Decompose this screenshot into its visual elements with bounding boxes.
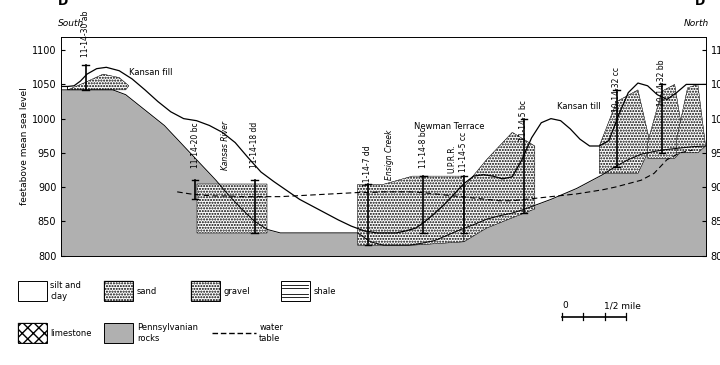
Polygon shape <box>599 90 651 173</box>
Text: limestone: limestone <box>50 328 92 338</box>
Polygon shape <box>68 74 129 90</box>
Text: gravel: gravel <box>223 287 250 296</box>
Text: 10-14-32 bb: 10-14-32 bb <box>657 60 666 106</box>
Text: D': D' <box>695 0 708 8</box>
Text: shale: shale <box>313 287 336 296</box>
Text: Kansan till: Kansan till <box>557 102 601 111</box>
Polygon shape <box>358 176 464 245</box>
Text: 11-14-5 cc: 11-14-5 cc <box>459 132 469 172</box>
Text: 11-14-5 bc: 11-14-5 bc <box>519 100 528 141</box>
Text: 0: 0 <box>562 301 568 310</box>
Text: Ensign Creek: Ensign Creek <box>385 130 395 180</box>
Text: 1/2 mile: 1/2 mile <box>604 301 642 310</box>
Polygon shape <box>677 84 706 153</box>
Text: 11-14-7 dd: 11-14-7 dd <box>364 145 372 187</box>
Polygon shape <box>197 184 267 233</box>
Y-axis label: feetabove mean sea level: feetabove mean sea level <box>20 87 29 205</box>
Text: Kansan fill: Kansan fill <box>129 68 172 77</box>
Text: Kansas River: Kansas River <box>221 121 230 170</box>
Text: U.P.R.R.: U.P.R.R. <box>448 145 457 173</box>
Text: Pennsylvanian
rocks: Pennsylvanian rocks <box>137 323 198 343</box>
Text: sand: sand <box>137 287 157 296</box>
Text: water
table: water table <box>259 323 283 343</box>
Text: North: North <box>683 19 708 28</box>
Text: South: South <box>58 19 84 28</box>
Text: 11-14-18 dd: 11-14-18 dd <box>250 122 259 168</box>
Text: 10-14-32 cc: 10-14-32 cc <box>612 67 621 112</box>
Text: 11-14-30 ab: 11-14-30 ab <box>81 11 90 57</box>
Text: D: D <box>58 0 68 8</box>
Text: silt and
clay: silt and clay <box>50 281 81 301</box>
Polygon shape <box>464 132 535 242</box>
Text: Newman Terrace: Newman Terrace <box>414 122 485 131</box>
Text: 11-14-8 bc: 11-14-8 bc <box>419 127 428 168</box>
Text: 11-14-20 bc: 11-14-20 bc <box>191 122 199 168</box>
Polygon shape <box>61 67 706 245</box>
Polygon shape <box>647 84 685 158</box>
